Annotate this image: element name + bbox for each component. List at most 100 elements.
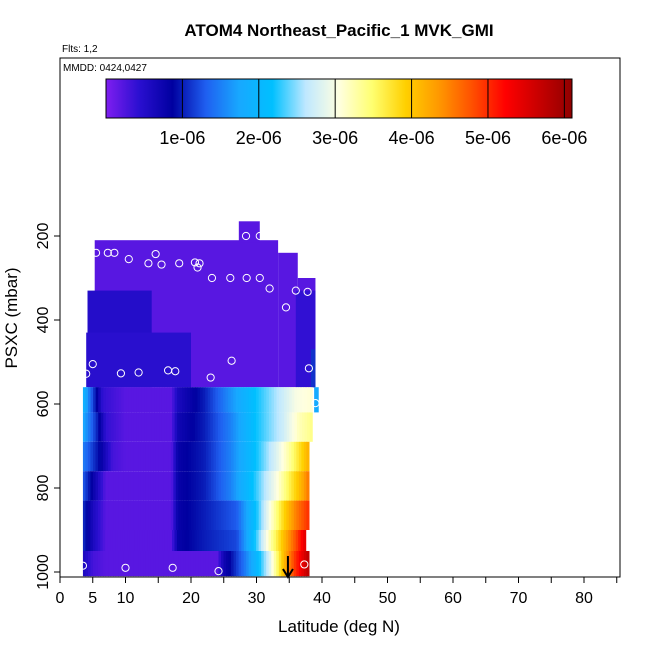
heatmap-cell [122, 530, 126, 551]
heatmap-cell [288, 441, 292, 472]
heatmap-cell [133, 551, 137, 577]
heatmap-cell [258, 412, 262, 442]
heatmap-cell [225, 387, 229, 413]
heatmap-cell [280, 530, 284, 551]
heatmap-cell [263, 412, 267, 442]
heatmap-cell [216, 530, 220, 551]
heatmap-cell [120, 551, 124, 577]
heatmap-cell [201, 530, 205, 551]
heatmap-cell [266, 387, 270, 413]
heatmap-cell [116, 387, 120, 413]
heatmap-cell [165, 500, 169, 530]
heatmap-cell [90, 471, 94, 501]
heatmap-cell [268, 551, 272, 577]
heatmap-cell [92, 471, 97, 501]
heatmap-cell [108, 471, 112, 501]
heatmap-cell [263, 387, 267, 413]
heatmap-cell [162, 530, 166, 551]
heatmap-cell [165, 441, 169, 472]
heatmap-cell [115, 471, 119, 501]
heatmap-cell [208, 441, 212, 472]
heatmap-cell [294, 412, 298, 442]
heatmap-cell [228, 551, 232, 577]
heatmap-cell [219, 530, 223, 551]
observation-point [88, 360, 97, 369]
heatmap-cell [178, 551, 182, 577]
heatmap-cell [253, 551, 257, 577]
heatmap-cell [145, 471, 149, 501]
heatmap-cell [245, 387, 250, 413]
heatmap-cell [213, 441, 217, 472]
flights-label: Flts: 1,2 [62, 44, 98, 55]
heatmap-cell [248, 500, 252, 530]
heatmap-cell [108, 387, 112, 413]
colorbar: 1e-06 2e-06 3e-06 4e-06 5e-06 6e-06 [105, 78, 587, 148]
heatmap-cell [179, 412, 183, 442]
heatmap-cell [179, 387, 183, 413]
heatmap-cell [82, 387, 87, 413]
observation-point [226, 273, 235, 283]
heatmap-cell [236, 471, 240, 501]
heatmap-cell [184, 387, 188, 413]
observation-point [103, 248, 112, 257]
observation-point [116, 369, 126, 378]
heatmap-cell [187, 412, 191, 442]
heatmap-cell [123, 441, 127, 472]
heatmap-cell [90, 441, 94, 472]
heatmap-cell [158, 551, 162, 577]
heatmap-cell [118, 412, 122, 442]
heatmap-cell [217, 412, 222, 442]
heatmap-cell [110, 530, 114, 551]
heatmap-cell [215, 441, 220, 472]
heatmap-cell [266, 412, 270, 442]
heatmap-cell [175, 441, 179, 472]
heatmap-cell [92, 500, 97, 530]
heatmap-cell [100, 387, 104, 413]
heatmap-cell [100, 530, 104, 551]
heatmap-cell [88, 387, 92, 413]
heatmap-cell [303, 530, 307, 551]
heatmap-cell [251, 551, 255, 577]
heatmap-cell [298, 530, 302, 551]
heatmap-cell [145, 500, 149, 530]
heatmap-cell [233, 500, 237, 530]
heatmap-cell [251, 471, 255, 501]
colorbar-tick-label: 5e-06 [465, 128, 511, 148]
heatmap-cell [228, 412, 232, 442]
heatmap-cell [261, 500, 265, 530]
heatmap-cell [125, 471, 129, 501]
heatmap-cell [258, 530, 262, 551]
heatmap-cell [218, 551, 222, 577]
heatmap-cell [196, 530, 200, 551]
heatmap-cell [253, 530, 257, 551]
heatmap-cell [251, 500, 255, 530]
heatmap-cell [226, 500, 230, 530]
heatmap-cell [128, 441, 132, 472]
heatmap-cell [236, 530, 240, 551]
heatmap-cell [159, 530, 163, 551]
heatmap-cell [285, 530, 289, 551]
heatmap-cell [273, 471, 277, 501]
y-tick-label: 400 [35, 307, 52, 334]
heatmap-cell [98, 387, 102, 413]
heatmap-cell [253, 500, 257, 530]
heatmap-cell [174, 387, 178, 413]
heatmap-cell [213, 471, 217, 501]
heatmap-cell [103, 387, 107, 413]
heatmap-cell [221, 441, 225, 472]
observation-point [171, 367, 180, 376]
heatmap-cell [304, 412, 308, 442]
heatmap-cell [226, 551, 230, 577]
observation-point [281, 303, 291, 312]
heatmap-cell [263, 441, 267, 472]
heatmap-cell [301, 412, 306, 442]
heatmap-cell [112, 530, 116, 551]
heatmap-cell [218, 471, 222, 501]
observation-point [144, 259, 153, 268]
heatmap-cell [271, 551, 275, 577]
heatmap-cell [95, 530, 99, 551]
heatmap-cell [132, 530, 136, 551]
heatmap-cell [115, 530, 119, 551]
heatmap-cell [241, 441, 245, 472]
